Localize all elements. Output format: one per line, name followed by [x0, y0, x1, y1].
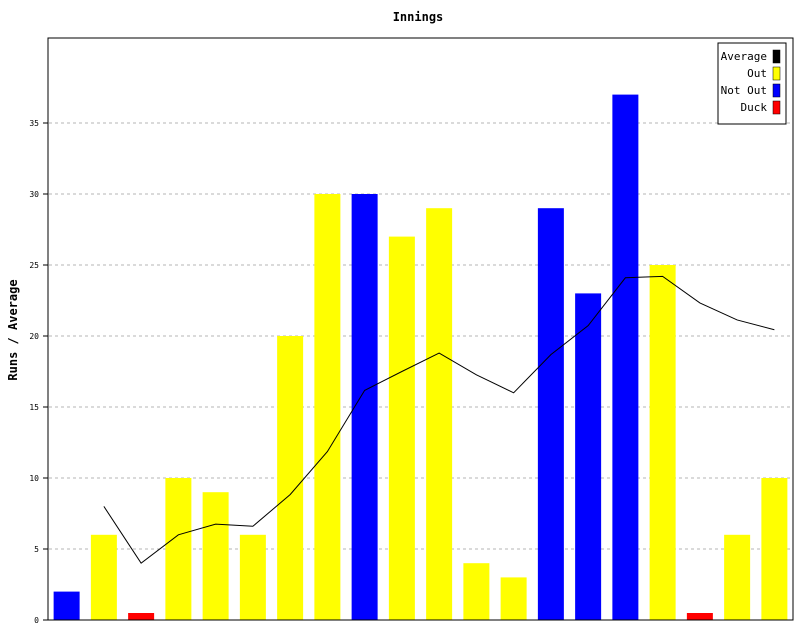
y-tick-label: 25 [29, 261, 39, 270]
plot-frame [47, 37, 794, 621]
bar [128, 613, 155, 620]
y-axis-label: Runs / Average [6, 279, 20, 380]
legend-label: Duck [741, 101, 768, 114]
chart-title: Innings [393, 10, 444, 24]
bar [277, 336, 304, 620]
legend-label: Average [721, 50, 767, 63]
bar [239, 534, 266, 620]
legend-label: Not Out [721, 84, 767, 97]
bar [575, 293, 602, 620]
bar [463, 563, 490, 620]
bar [612, 94, 639, 621]
bar [426, 208, 453, 620]
gridlines [49, 122, 792, 550]
y-tick-label: 20 [29, 332, 39, 341]
legend-label: Out [747, 67, 767, 80]
bar [53, 591, 80, 620]
bar [165, 478, 192, 620]
y-tick-label: 15 [29, 403, 39, 412]
bar [90, 534, 117, 620]
legend-swatch [772, 100, 781, 115]
bar [351, 194, 378, 620]
y-tick-label: 5 [34, 545, 39, 554]
legend: Average Out Not Out Duck [717, 42, 787, 125]
y-axis-ticks: 0 5 10 15 20 25 30 35 [29, 119, 48, 625]
bar [388, 236, 415, 620]
y-tick-label: 0 [34, 616, 39, 625]
average-line [103, 275, 775, 564]
y-tick-label: 10 [29, 474, 39, 483]
bar [761, 478, 788, 620]
legend-swatch [772, 49, 781, 64]
bars [53, 94, 788, 621]
bar [202, 492, 229, 620]
legend-swatch [772, 66, 781, 81]
bar [537, 208, 564, 620]
y-tick-label: 35 [29, 119, 39, 128]
bar [649, 265, 676, 620]
average-line-layer [103, 275, 775, 564]
bar [500, 577, 527, 620]
legend-swatch [772, 83, 781, 98]
bar [314, 194, 341, 620]
y-tick-label: 30 [29, 190, 39, 199]
bar [724, 534, 751, 620]
bar [686, 613, 713, 620]
